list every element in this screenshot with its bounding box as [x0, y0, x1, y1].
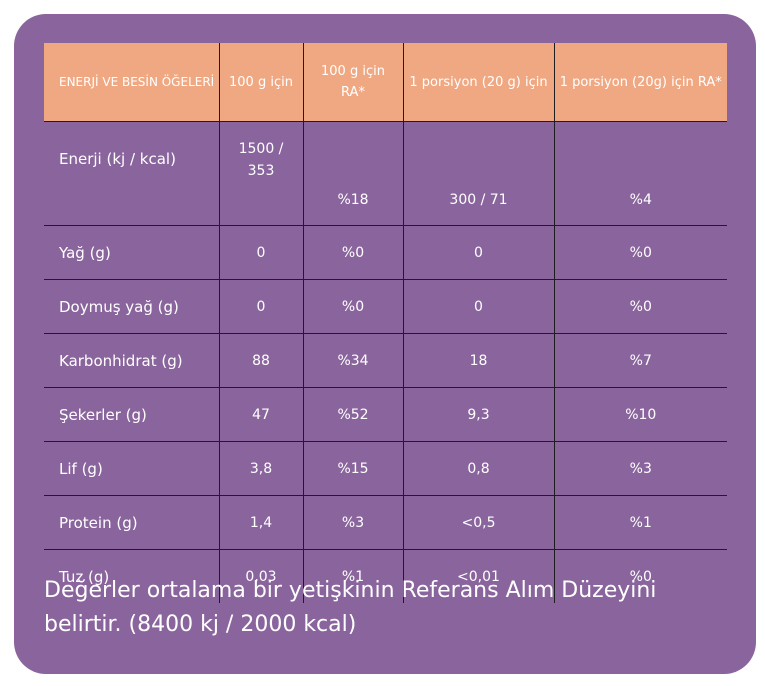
reference-intake-footnote: Değerler ortalama bir yetişkinin Referan…	[44, 578, 657, 637]
table-row: Şekerler (g) 47 %52 9,3 %10	[44, 387, 727, 442]
cell-value: %52	[302, 387, 403, 442]
cell-value: %3	[553, 441, 727, 496]
cell-value: %3	[302, 495, 403, 550]
cell-value: 18	[402, 333, 554, 388]
cell-value: 47	[218, 387, 303, 442]
cell-value: %7	[553, 333, 727, 388]
cell-value: %10	[553, 387, 727, 442]
table-row: Tuz (g) 0,03 %1 <0,01 %0	[44, 549, 727, 603]
header-nutrients: ENERJİ VE BESİN ÖĞELERİ	[44, 43, 219, 122]
cell-value: %4	[553, 121, 727, 226]
cell-value: %0	[302, 225, 403, 280]
nutrition-table: ENERJİ VE BESİN ÖĞELERİ 100 g için 100 g…	[44, 43, 727, 603]
row-label: Enerji (kj / kcal)	[44, 121, 219, 226]
cell-value: 0,03	[218, 549, 303, 603]
cell-value: 0	[402, 225, 554, 280]
cell-value: <0,5	[402, 495, 554, 550]
cell-value: <0,01	[402, 549, 554, 603]
cell-value: %34	[302, 333, 403, 388]
cell-value: %15	[302, 441, 403, 496]
header-per-portion: 1 porsiyon (20 g) için	[402, 43, 554, 122]
cell-value: 300 / 71	[402, 121, 554, 226]
cell-value: 0	[402, 279, 554, 334]
table-row: Karbonhidrat (g) 88 %34 18 %7	[44, 333, 727, 388]
table-row: Doymuş yağ (g) 0 %0 0 %0	[44, 279, 727, 334]
cell-value: 1500 / 353	[218, 121, 303, 226]
cell-value: %0	[302, 279, 403, 334]
row-label: Tuz (g)	[44, 549, 219, 603]
cell-value: 0	[218, 279, 303, 334]
cell-value: 88	[218, 333, 303, 388]
cell-value: %0	[553, 279, 727, 334]
row-label: Doymuş yağ (g)	[44, 279, 219, 334]
table-row: Enerji (kj / kcal) 1500 / 353 %18 300 / …	[44, 121, 727, 226]
table-row: Lif (g) 3,8 %15 0,8 %3	[44, 441, 727, 496]
header-per-100g: 100 g için	[218, 43, 303, 122]
row-label: Lif (g)	[44, 441, 219, 496]
table-row: Yağ (g) 0 %0 0 %0	[44, 225, 727, 280]
cell-value: %1	[553, 495, 727, 550]
row-label: Yağ (g)	[44, 225, 219, 280]
cell-value: 1,4	[218, 495, 303, 550]
cell-value: 9,3	[402, 387, 554, 442]
cell-value: %18	[302, 121, 403, 226]
cell-value: 0	[218, 225, 303, 280]
row-label: Protein (g)	[44, 495, 219, 550]
row-label: Şekerler (g)	[44, 387, 219, 442]
cell-value: %1	[302, 549, 403, 603]
cell-value: %0	[553, 549, 727, 603]
cell-value: 3,8	[218, 441, 303, 496]
header-per-portion-ri: 1 porsiyon (20g) için RA*	[553, 43, 727, 122]
header-per-100g-ri: 100 g için RA*	[302, 43, 403, 122]
table-header-row: ENERJİ VE BESİN ÖĞELERİ 100 g için 100 g…	[44, 43, 727, 122]
cell-value: %0	[553, 225, 727, 280]
cell-value: 0,8	[402, 441, 554, 496]
row-label: Karbonhidrat (g)	[44, 333, 219, 388]
table-row: Protein (g) 1,4 %3 <0,5 %1	[44, 495, 727, 550]
